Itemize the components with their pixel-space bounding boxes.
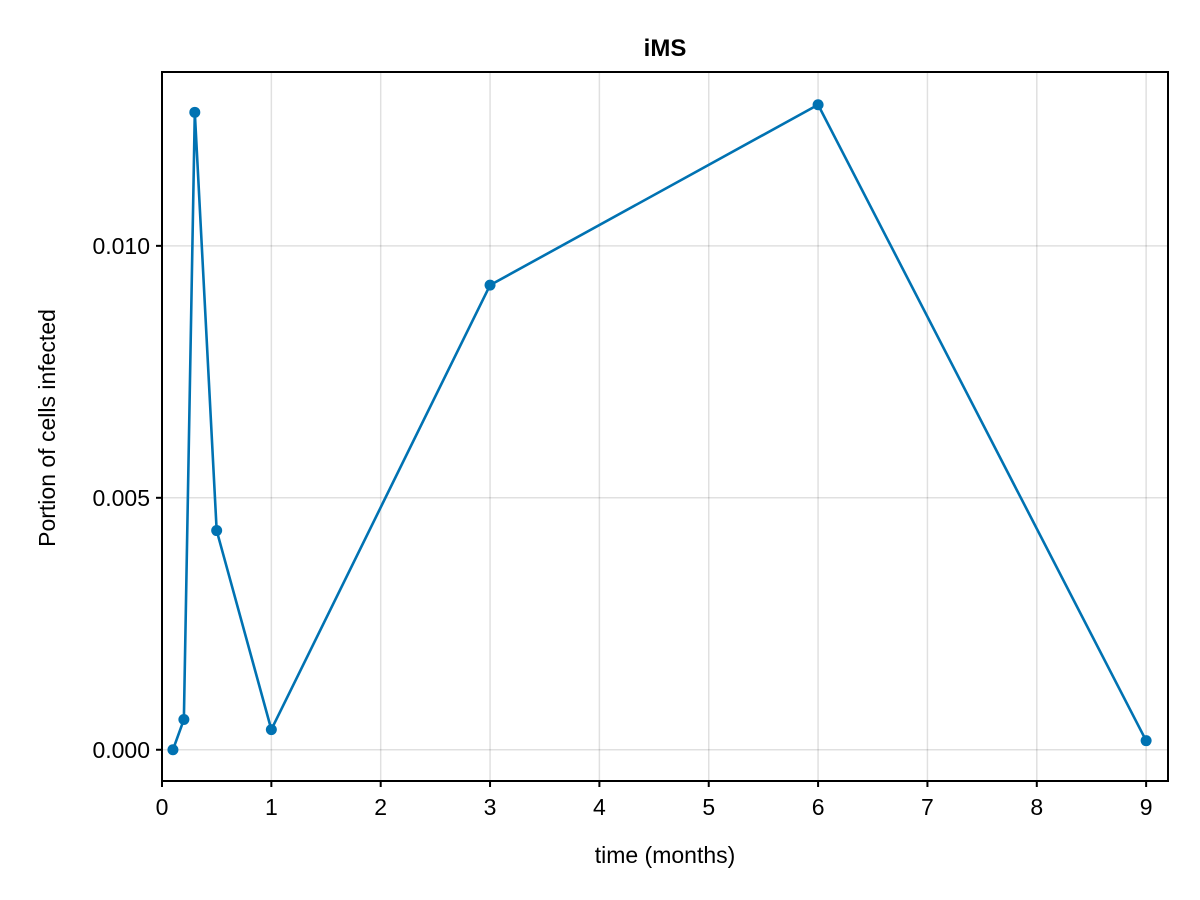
data-point (812, 99, 824, 111)
x-axis-label: time (months) (595, 842, 736, 868)
y-tick-label: 0.010 (92, 233, 150, 259)
data-point (167, 744, 179, 756)
series-line (171, 103, 1148, 751)
data-point (211, 525, 223, 537)
series-layer (167, 99, 1152, 756)
tick-layer: 0 1 2 3 4 5 6 7 8 9 0.000 0.005 0.010 (92, 233, 1152, 820)
x-tick-label: 6 (812, 794, 825, 820)
y-tick-label: 0.005 (92, 485, 150, 511)
x-tick-label: 8 (1030, 794, 1043, 820)
x-tick-label: 5 (702, 794, 715, 820)
data-point (484, 279, 496, 291)
x-tick-label: 2 (374, 794, 387, 820)
x-tick-label: 1 (265, 794, 278, 820)
x-tick-label: 0 (156, 794, 169, 820)
data-point (189, 106, 201, 118)
y-tick-label: 0.000 (92, 737, 150, 763)
chart-title: iMS (644, 35, 687, 62)
data-point (265, 724, 277, 736)
data-point (178, 714, 190, 726)
plot-frame (161, 71, 1169, 782)
x-tick-label: 3 (484, 794, 497, 820)
data-point (1140, 735, 1152, 747)
x-tick-label: 4 (593, 794, 606, 820)
x-tick-label: 9 (1140, 794, 1153, 820)
grid-layer (161, 72, 1168, 781)
x-tick-label: 7 (921, 794, 934, 820)
y-axis-label: Portion of cells infected (34, 309, 60, 547)
